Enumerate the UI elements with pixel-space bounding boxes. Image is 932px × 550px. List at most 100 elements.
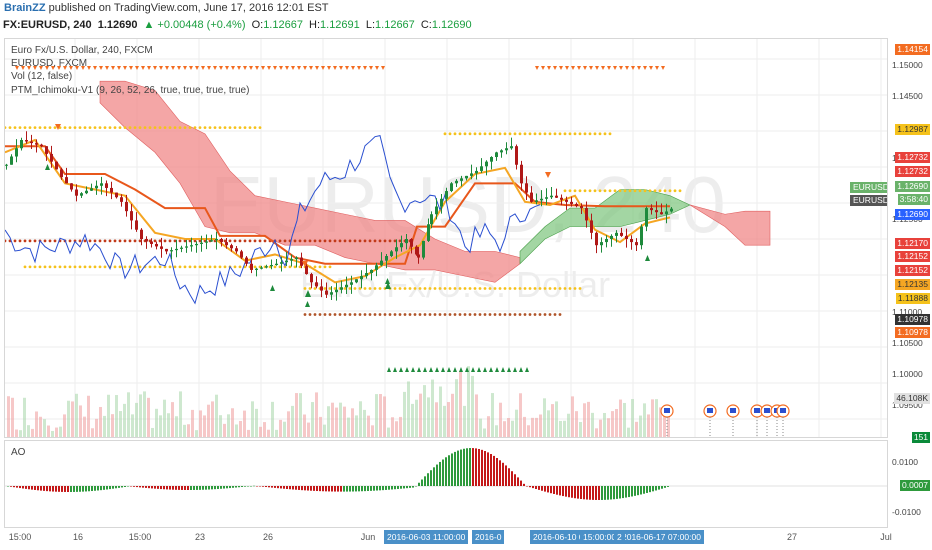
- price-tick-label: 1.10500: [892, 338, 923, 349]
- chart-title-legend[interactable]: Euro Fx/U.S. Dollar, 240, FXCM: [11, 45, 153, 56]
- volume-bar: [371, 425, 374, 437]
- candle-body: [600, 242, 603, 246]
- ao-bar: [13, 486, 15, 488]
- ao-bar: [526, 486, 528, 487]
- ao-bar: [133, 486, 135, 487]
- symbol-label[interactable]: FX:EURUSD, 240: [3, 19, 92, 31]
- volume-bar: [559, 420, 562, 437]
- sell-signal-marker: [535, 66, 539, 70]
- volume-bar: [231, 408, 234, 437]
- candle-body: [330, 292, 333, 295]
- resistance-dot: [243, 126, 247, 130]
- ao-axis[interactable]: 0.0100 -0.0100 0.0007: [888, 440, 932, 528]
- volume-bar: [587, 401, 590, 437]
- sell-signal-marker: [81, 66, 85, 70]
- ao-bar: [445, 457, 447, 486]
- bullish-kumo: [519, 189, 691, 265]
- ao-bar: [346, 486, 348, 492]
- volume-bar: [295, 393, 298, 437]
- candle-body: [55, 161, 58, 170]
- ao-bar: [244, 486, 246, 487]
- ao-bar: [172, 486, 174, 490]
- ao-bar: [85, 486, 87, 492]
- resistance-dot: [558, 132, 562, 136]
- support-dot: [378, 239, 382, 243]
- close-value: 1.12690: [431, 19, 472, 31]
- ao-indicator-pane[interactable]: AO: [4, 440, 888, 528]
- ao-bar: [361, 486, 363, 492]
- time-axis[interactable]: 15:001615:002326Jun15:0015:0027Jul2016-0…: [4, 528, 892, 550]
- candle-body: [585, 208, 588, 221]
- candle-body: [340, 287, 343, 290]
- candle-body: [460, 178, 463, 181]
- support-dot: [518, 313, 522, 316]
- ao-bar: [403, 486, 405, 489]
- publish-header: BrainZZ published on TradingView.com, Ju…: [0, 0, 932, 16]
- volume-bar: [551, 404, 554, 437]
- volume-bar: [487, 416, 490, 437]
- resistance-dot: [608, 189, 612, 193]
- ao-bar: [385, 486, 387, 490]
- price-level-label: 151: [911, 432, 930, 443]
- ao-bar: [31, 486, 33, 490]
- ao-bar: [82, 486, 84, 492]
- midline-dot: [538, 287, 542, 290]
- candle-body: [140, 229, 143, 239]
- support-dot: [348, 313, 352, 316]
- price-axis[interactable]: 1.150001.145001.135001.125001.110001.105…: [888, 38, 932, 443]
- volume-bars: [7, 366, 670, 437]
- ao-bar: [487, 452, 489, 486]
- volume-bar: [199, 410, 202, 437]
- author-name[interactable]: BrainZZ: [4, 2, 46, 14]
- sell-signal-marker: [57, 66, 61, 70]
- support-dot: [193, 239, 197, 243]
- resistance-dot: [188, 126, 192, 130]
- ao-bar: [373, 486, 375, 491]
- support-dot: [353, 239, 357, 243]
- series-legend[interactable]: EURUSD, FXCM: [11, 58, 88, 69]
- sell-signal-marker: [333, 66, 337, 70]
- midline-dot: [403, 287, 407, 290]
- ichimoku-legend[interactable]: PTM_Ichimoku-V1 (9, 26, 52, 26, true, tr…: [11, 85, 250, 96]
- candle-body: [75, 189, 78, 196]
- ao-bar: [622, 486, 624, 499]
- sell-signal-marker: [303, 66, 307, 70]
- ao-bar: [529, 486, 531, 488]
- sell-signal-marker: [339, 66, 343, 70]
- ao-bar: [598, 486, 600, 500]
- resistance-dot: [533, 132, 537, 136]
- support-dot: [388, 239, 392, 243]
- sell-signal-marker: [153, 66, 157, 70]
- ao-bar: [184, 486, 186, 490]
- volume-bar: [471, 375, 474, 437]
- ao-bar: [436, 464, 438, 486]
- price-chart-canvas[interactable]: [5, 39, 888, 438]
- volume-bar: [235, 424, 238, 437]
- ao-bar: [430, 470, 432, 486]
- midline-dot: [63, 265, 67, 269]
- resistance-dot: [68, 126, 72, 130]
- volume-bar: [15, 429, 18, 437]
- sell-signal-marker: [15, 66, 19, 70]
- ao-legend[interactable]: AO: [11, 447, 26, 458]
- volume-bar: [639, 415, 642, 437]
- ao-bar: [91, 486, 93, 492]
- support-dot: [448, 313, 452, 316]
- volume-bar: [179, 391, 182, 437]
- ao-bar: [79, 486, 81, 492]
- midline-dot: [68, 265, 72, 269]
- volume-bar: [287, 411, 290, 437]
- ao-bar: [649, 486, 651, 493]
- sell-signal-marker: [357, 66, 361, 70]
- support-dot: [528, 313, 532, 316]
- candle-body: [300, 257, 303, 266]
- midline-dot: [283, 265, 287, 269]
- resistance-dot: [653, 189, 657, 193]
- price-chart-pane[interactable]: EURUSD, 240 Euro Fx/U.S. Dollar Euro Fx/…: [4, 38, 888, 438]
- resistance-dot: [493, 132, 497, 136]
- volume-legend[interactable]: Vol (12, false): [11, 71, 73, 82]
- ao-bar: [415, 486, 417, 487]
- ao-bar: [367, 486, 369, 492]
- volume-bar: [299, 393, 302, 437]
- support-dot: [553, 313, 557, 316]
